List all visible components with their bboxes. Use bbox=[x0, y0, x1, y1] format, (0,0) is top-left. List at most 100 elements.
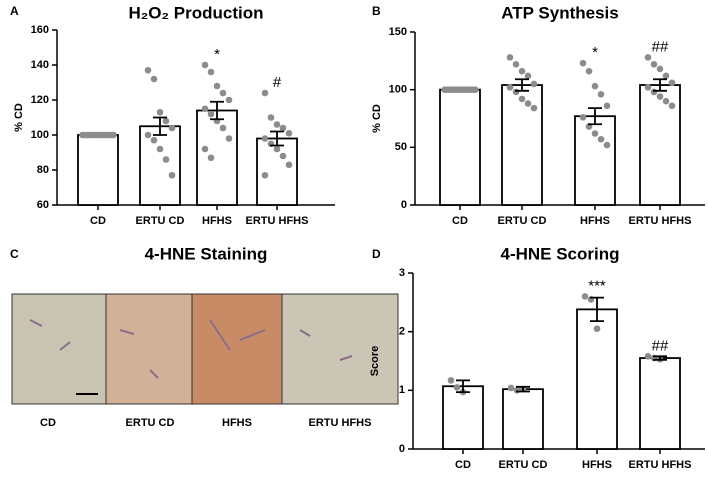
x-tick-label: CD bbox=[455, 459, 471, 471]
y-tick-label: 50 bbox=[395, 141, 407, 153]
error-bar bbox=[653, 355, 667, 361]
panel-letter: C bbox=[10, 247, 19, 261]
data-point bbox=[207, 68, 215, 76]
data-point bbox=[219, 89, 227, 97]
bar bbox=[639, 357, 681, 450]
error-bar bbox=[515, 78, 529, 92]
data-point bbox=[273, 121, 281, 128]
data-point bbox=[518, 95, 526, 103]
image-ertu-cd bbox=[105, 293, 193, 405]
data-point bbox=[261, 89, 269, 97]
data-point bbox=[603, 102, 611, 110]
data-point bbox=[644, 54, 652, 61]
data-point bbox=[524, 100, 532, 107]
data-point bbox=[650, 60, 658, 68]
y-tick-label: 3 bbox=[399, 267, 405, 279]
data-point bbox=[513, 387, 521, 394]
error-bar bbox=[270, 130, 284, 147]
bar bbox=[139, 125, 181, 206]
data-point bbox=[591, 82, 599, 90]
y-tick-label: 0 bbox=[399, 443, 405, 455]
y-tick-label: 160 bbox=[31, 24, 49, 36]
x-tick-label: ERTU HFHS bbox=[629, 215, 692, 227]
data-point bbox=[581, 293, 589, 300]
data-point bbox=[110, 131, 117, 139]
x-tick-label: ERTU CD bbox=[498, 215, 547, 227]
data-point bbox=[506, 54, 514, 61]
y-tick-label: 1 bbox=[399, 384, 405, 396]
panel-letter: D bbox=[372, 247, 381, 261]
panel-letter: B bbox=[372, 4, 381, 18]
y-tick-label: 0 bbox=[401, 199, 407, 211]
data-point bbox=[507, 384, 515, 392]
x-tick-label: HFHS bbox=[580, 215, 610, 227]
error-bar bbox=[516, 385, 530, 393]
image-caption: HFHS bbox=[222, 417, 252, 429]
image-caption: ERTU HFHS bbox=[309, 417, 372, 429]
x-tick-label: HFHS bbox=[202, 215, 232, 227]
data-point bbox=[279, 152, 287, 160]
significance: * bbox=[214, 46, 220, 63]
bar bbox=[501, 84, 543, 206]
data-point bbox=[156, 145, 164, 153]
error-bar bbox=[653, 78, 667, 92]
data-point bbox=[156, 108, 164, 116]
data-point bbox=[644, 84, 652, 91]
y-tick-label: 140 bbox=[31, 59, 49, 71]
data-point bbox=[656, 93, 664, 100]
chart-title: ATP Synthesis bbox=[501, 3, 618, 22]
significance: # bbox=[273, 74, 282, 91]
data-point bbox=[168, 124, 176, 132]
data-point bbox=[668, 79, 676, 87]
significance: * bbox=[592, 44, 598, 61]
data-point bbox=[213, 82, 221, 90]
data-point bbox=[201, 145, 209, 153]
data-point bbox=[579, 59, 587, 67]
image-hfhs bbox=[191, 293, 283, 405]
data-point bbox=[201, 61, 209, 69]
data-point bbox=[662, 97, 670, 105]
significance: *** bbox=[588, 277, 606, 294]
panel-title: 4-HNE Staining bbox=[145, 244, 268, 263]
bar bbox=[576, 308, 618, 450]
data-point bbox=[207, 154, 215, 162]
data-point bbox=[472, 86, 479, 93]
data-point bbox=[267, 114, 275, 121]
data-point bbox=[144, 66, 152, 74]
data-point bbox=[591, 130, 599, 137]
bar bbox=[442, 385, 484, 450]
data-point bbox=[650, 88, 658, 96]
data-point bbox=[597, 90, 605, 98]
panel-letter: A bbox=[10, 4, 19, 18]
data-point bbox=[453, 384, 461, 391]
x-tick-label: ERTU HFHS bbox=[629, 459, 692, 471]
data-point bbox=[597, 135, 605, 143]
data-point bbox=[225, 96, 233, 104]
bar bbox=[439, 88, 481, 206]
y-tick-label: 80 bbox=[37, 164, 49, 176]
error-bar bbox=[456, 379, 470, 393]
data-point bbox=[530, 104, 538, 112]
y-tick-label: 150 bbox=[389, 26, 407, 38]
error-bar bbox=[588, 107, 602, 126]
cell-texture bbox=[29, 319, 353, 379]
error-bar bbox=[153, 116, 167, 136]
y-tick-label: 100 bbox=[31, 129, 49, 141]
x-tick-label: ERTU CD bbox=[499, 459, 548, 471]
data-point bbox=[162, 117, 170, 125]
bar bbox=[574, 115, 616, 206]
data-point bbox=[656, 65, 664, 73]
chart-title: H₂O₂ Production bbox=[128, 3, 263, 22]
data-point bbox=[644, 353, 652, 360]
data-point bbox=[518, 67, 526, 75]
significance: ## bbox=[652, 337, 669, 354]
error-bar bbox=[590, 296, 604, 323]
image-caption: ERTU CD bbox=[126, 417, 175, 429]
data-point bbox=[668, 102, 676, 110]
bar bbox=[639, 84, 681, 206]
data-point bbox=[168, 171, 176, 179]
data-point bbox=[162, 156, 170, 163]
data-point bbox=[447, 377, 455, 384]
x-tick-label: ERTU CD bbox=[136, 215, 185, 227]
